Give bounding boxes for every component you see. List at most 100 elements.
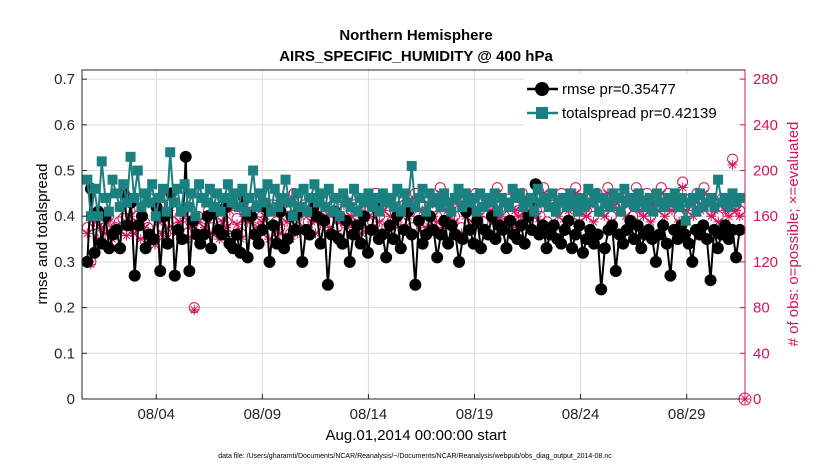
rmse-point [128,269,141,282]
totalspread-point [651,188,662,199]
totalspread-point [215,206,226,217]
rmse-point [609,265,622,278]
totalspread-point [392,183,403,194]
rmse-point [555,237,568,250]
totalspread-point [150,211,161,222]
totalspread-point [280,174,291,185]
totalspread-point [648,206,659,217]
totalspread-point [695,188,706,199]
rmse-point [81,255,94,268]
totalspread-point [586,197,597,208]
rmse-point [351,219,364,232]
totalspread-point [276,192,287,203]
rmse-point [387,233,400,246]
rmse-point [321,278,334,291]
rmse-point [103,242,116,255]
rmse-point [660,237,673,250]
rmse-point [318,214,331,227]
x-tick-label: 08/04 [137,406,175,423]
totalspread-point [431,192,442,203]
totalspread-point [561,202,572,213]
y-tick-label: 0.5 [54,163,75,180]
rmse-point [664,269,677,282]
y-tick-label: 0.6 [54,117,75,134]
rmse-point [354,237,367,250]
rmse-point [453,255,466,268]
rmse-point [176,233,189,246]
rmse-point [121,219,134,232]
rmse-point [617,237,630,250]
totalspread-point [572,206,583,217]
totalspread-point [132,165,143,176]
totalspread-point [727,188,738,199]
rmse-point [576,246,589,259]
totalspread-point [208,202,219,213]
totalspread-point [82,174,93,185]
rmse-point [161,237,174,250]
rmse-point [606,219,619,232]
rmse-point [343,255,356,268]
totalspread-point [417,183,428,194]
obs-evaluated-marker [217,216,228,227]
rmse-point [540,242,553,255]
totalspread-point [157,183,168,194]
obs-evaluated-marker [431,216,442,227]
obs-evaluated-marker [588,216,599,227]
rmse-point [88,246,101,259]
rmse-point [110,223,123,236]
totalspread-point [442,197,453,208]
totalspread-point [388,202,399,213]
totalspread-point [136,202,147,213]
totalspread-point [359,197,370,208]
totalspread-point [190,211,201,222]
rmse-point [267,219,280,232]
x-tick-label: 08/24 [562,406,600,423]
totalspread-point [594,206,605,217]
obs-evaluated-marker [513,211,524,222]
totalspread-point [478,202,489,213]
totalspread-point [139,188,150,199]
totalspread-point [154,192,165,203]
totalspread-point [114,202,125,213]
totalspread-point [457,202,468,213]
rmse-point [347,228,360,241]
totalspread-point [201,197,212,208]
totalspread-point [248,165,259,176]
rmse-point [730,251,743,264]
rmse-point [380,251,393,264]
rmse-point [216,228,229,241]
y-axis-label: rmse and totalspread [34,164,51,305]
obs-evaluated-marker [96,222,107,233]
totalspread-point [212,188,223,199]
totalspread-point [709,202,720,213]
rmse-point [558,223,571,236]
totalspread-point [644,192,655,203]
totalspread-point [363,188,374,199]
rmse-point [704,274,717,287]
totalspread-point [677,192,688,203]
totalspread-point [543,202,554,213]
totalspread-point [302,206,313,217]
totalspread-point [705,192,716,203]
totalspread-point [316,188,327,199]
totalspread-point [449,192,460,203]
y-axis-right-label: # of obs: o=possible; ×=evaluated [785,122,802,347]
rmse-point [697,219,710,232]
totalspread-point [219,192,230,203]
y-right-tick-label: 240 [753,117,778,134]
rmse-point [139,242,152,255]
totalspread-point [680,215,691,226]
totalspread-point [370,192,381,203]
rmse-point [365,223,378,236]
rmse-point [649,255,662,268]
rmse-point [405,228,418,241]
totalspread-point [85,211,96,222]
totalspread-point [435,202,446,213]
totalspread-point [345,202,356,213]
rmse-point [587,237,600,250]
totalspread-point [93,211,104,222]
rmse-point [416,237,429,250]
y-tick-label: 0.2 [54,300,75,317]
rmse-point [631,219,644,232]
totalspread-point [525,192,536,203]
